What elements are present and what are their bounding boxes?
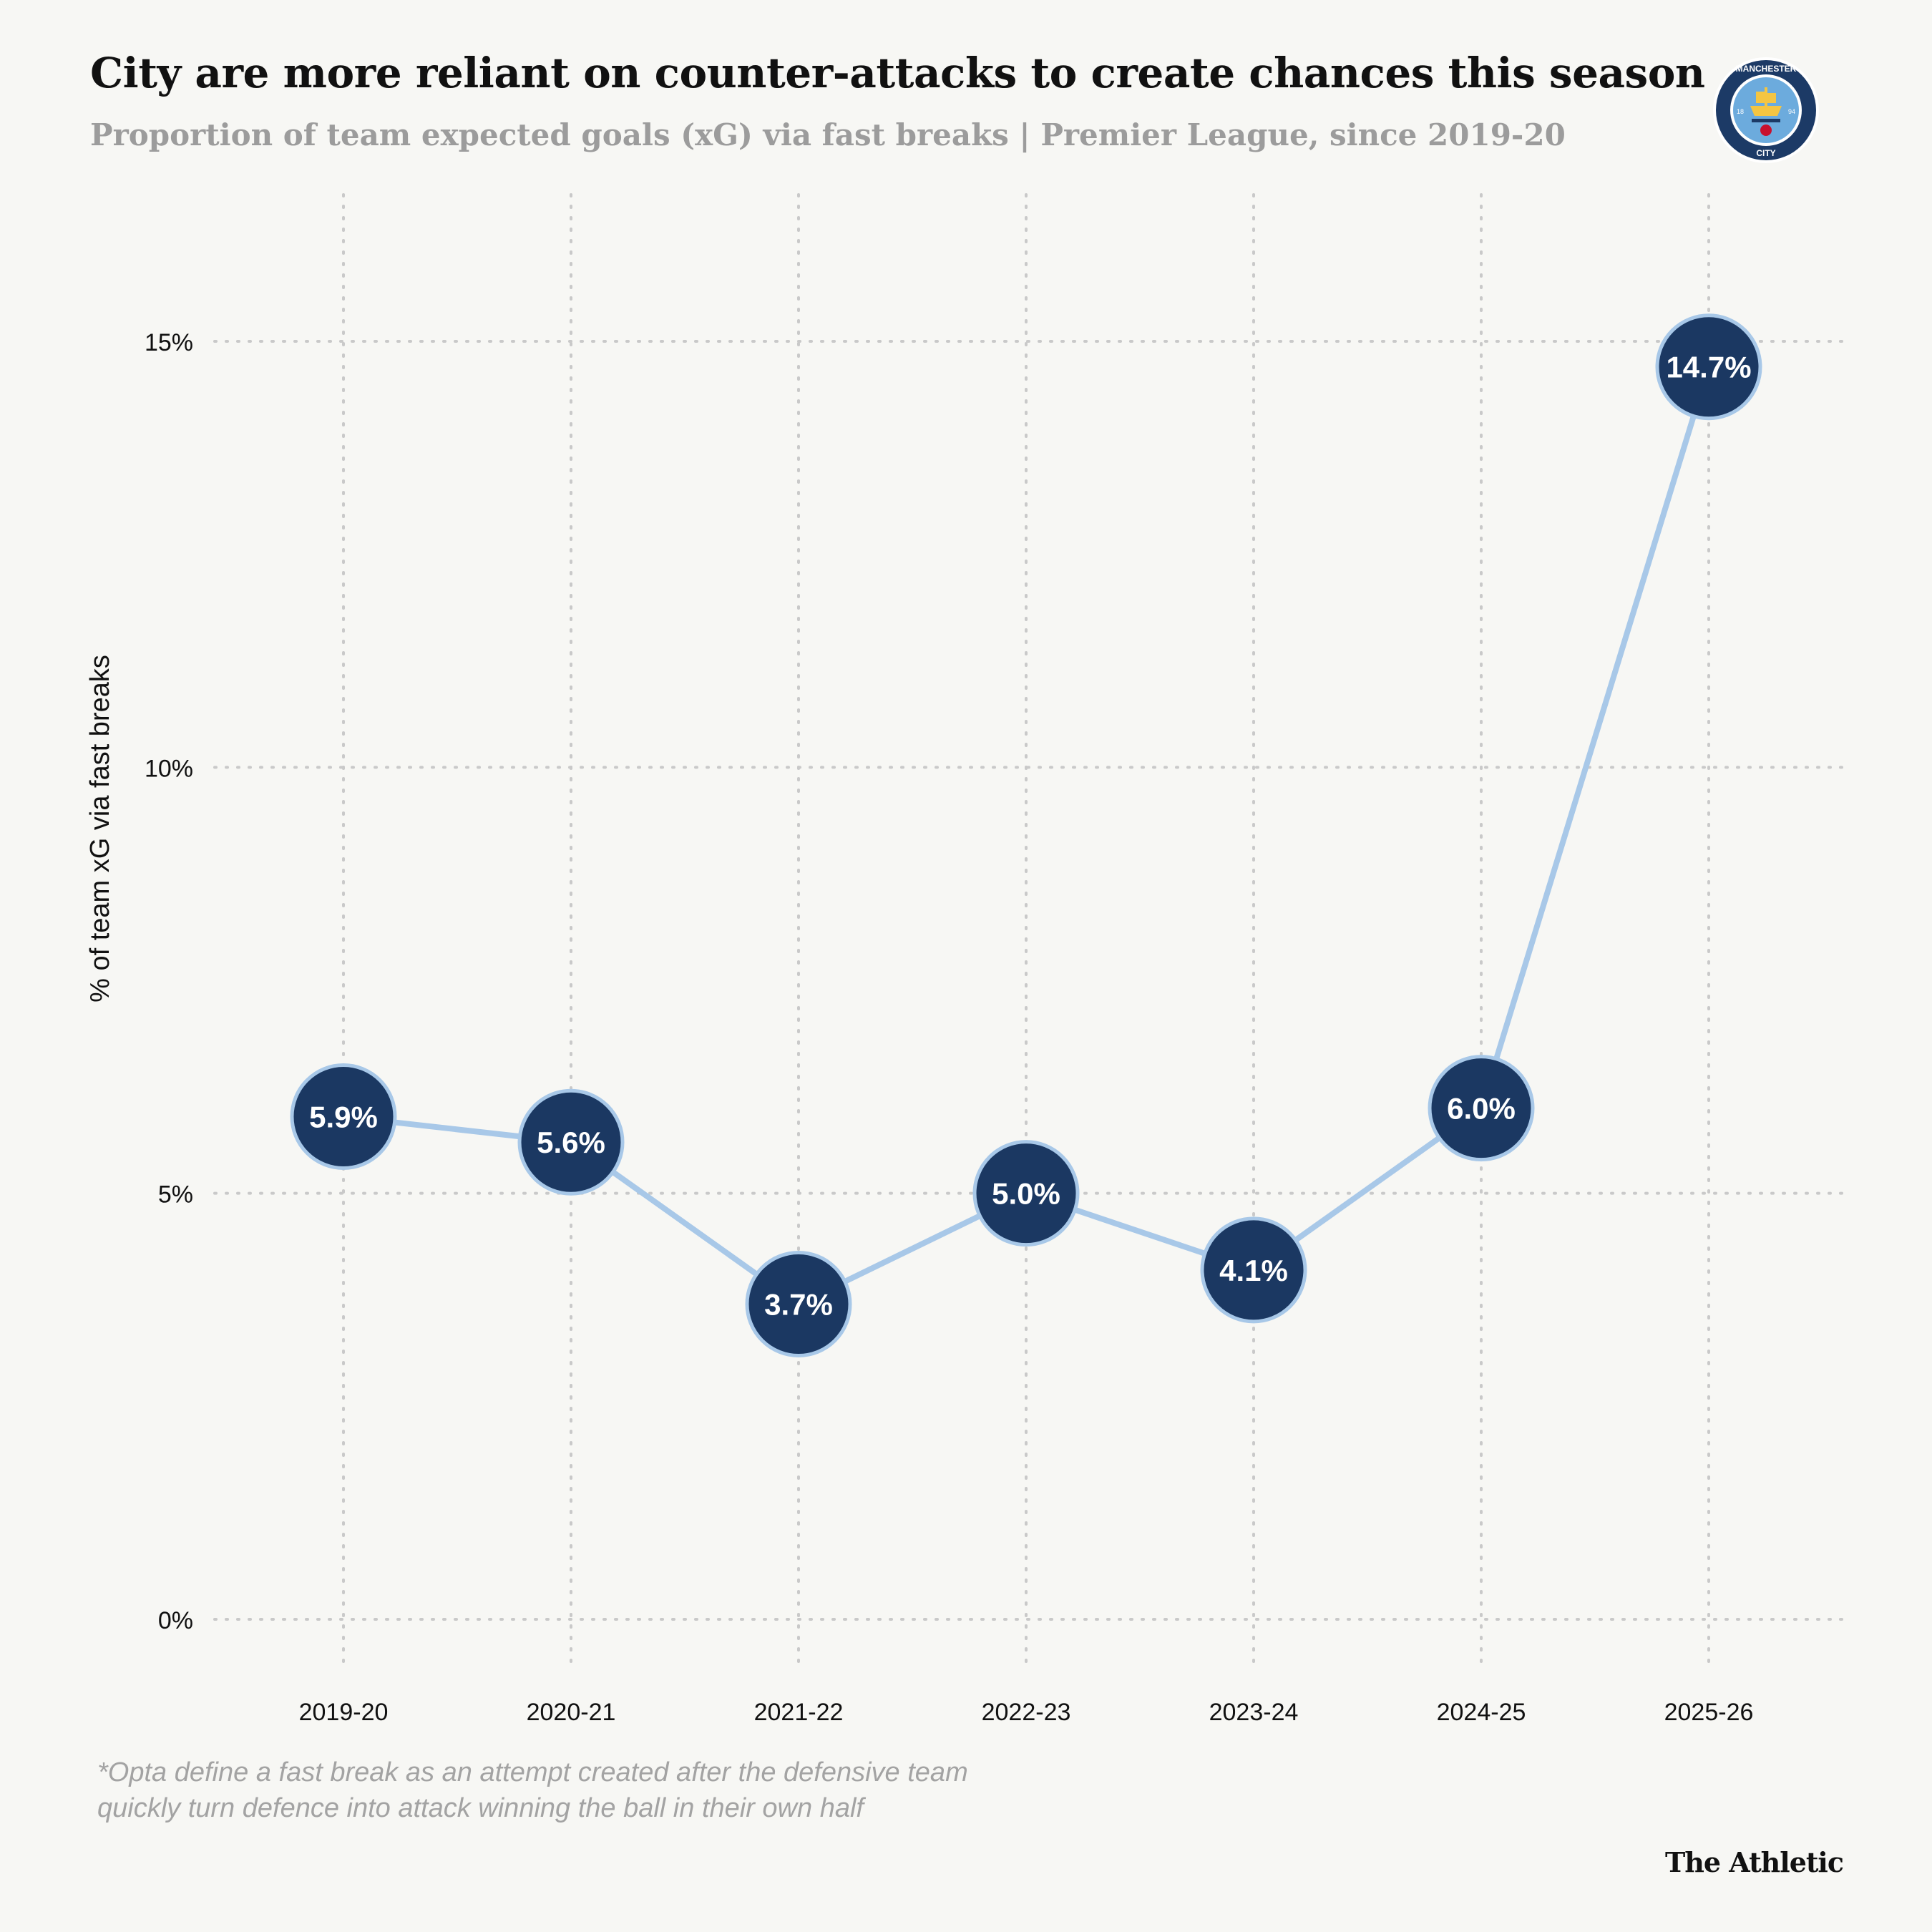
x-tick-label: 2023-24 xyxy=(1209,1699,1299,1726)
data-point xyxy=(290,1063,397,1171)
y-tick-label: 15% xyxy=(145,329,193,356)
y-axis-label: % of team xG via fast breaks xyxy=(85,655,115,1002)
footnote-line-1: *Opta define a fast break as an attempt … xyxy=(97,1757,968,1787)
x-tick-label: 2022-23 xyxy=(982,1699,1071,1726)
data-point xyxy=(517,1088,625,1196)
data-point xyxy=(972,1140,1080,1247)
data-label: 5.0% xyxy=(992,1177,1060,1211)
data-point xyxy=(1200,1216,1307,1324)
grid-lines xyxy=(213,193,1844,1672)
data-label: 3.7% xyxy=(764,1287,833,1321)
y-tick-label: 0% xyxy=(158,1607,193,1634)
chart-title: City are more reliant on counter-attacks… xyxy=(90,49,1705,97)
x-tick-label: 2024-25 xyxy=(1437,1699,1526,1726)
y-tick-label: 10% xyxy=(145,755,193,782)
data-point xyxy=(1428,1055,1535,1162)
y-axis-ticks: 0% 5% 10% 15% xyxy=(145,329,193,1634)
x-tick-label: 2025-26 xyxy=(1664,1699,1754,1726)
crest-top-text: MANCHESTER xyxy=(1736,64,1797,74)
x-axis-ticks: 2019-20 2020-21 2021-22 2022-23 2023-24 2024-… xyxy=(299,1699,1754,1726)
data-label: 5.9% xyxy=(309,1101,378,1134)
x-tick-label: 2020-21 xyxy=(527,1699,616,1726)
crest-year-left: 18 xyxy=(1737,108,1744,115)
x-tick-label: 2019-20 xyxy=(299,1699,389,1726)
y-tick-label: 5% xyxy=(158,1181,193,1209)
manchester-city-crest-icon: 18 94 MANCHESTER CITY xyxy=(1713,57,1819,163)
footnote: *Opta define a fast break as an attempt … xyxy=(97,1755,1314,1826)
crest-bottom-text: CITY xyxy=(1756,148,1775,158)
data-point xyxy=(1655,313,1762,421)
x-tick-label: 2021-22 xyxy=(754,1699,844,1726)
brand-logo: The Athletic xyxy=(1664,1846,1844,1878)
data-label: 5.6% xyxy=(537,1126,605,1159)
data-markers: 5.9% 5.6% 3.7% 5.0% 4.1% 6.0% 14.7% xyxy=(290,313,1762,1357)
data-point xyxy=(745,1250,852,1357)
crest-year-right: 94 xyxy=(1788,108,1795,115)
footnote-line-2: quickly turn defence into attack winning… xyxy=(97,1793,864,1823)
chart-subtitle: Proportion of team expected goals (xG) v… xyxy=(90,117,1566,152)
data-label: 14.7% xyxy=(1666,351,1751,384)
data-label: 4.1% xyxy=(1219,1254,1288,1287)
data-label: 6.0% xyxy=(1447,1092,1516,1126)
